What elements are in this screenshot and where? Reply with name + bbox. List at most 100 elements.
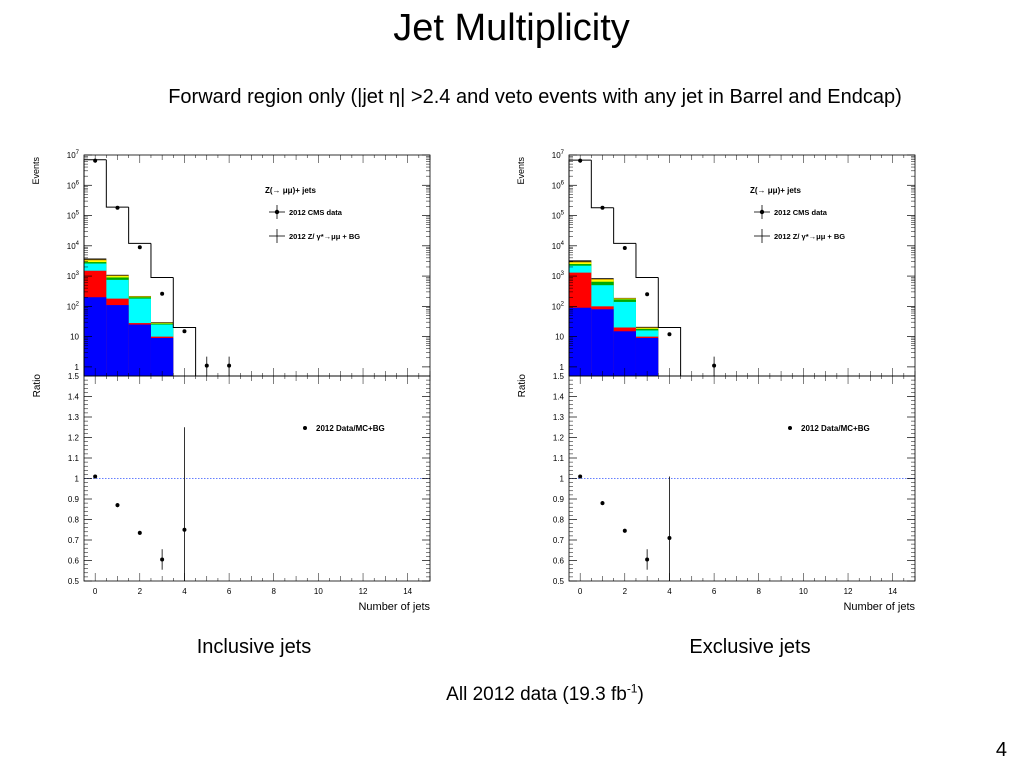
ratio-y-tick-label: 1.5: [68, 372, 80, 381]
data-point: [160, 291, 165, 296]
data-point: [667, 332, 672, 337]
y-axis-label-ratio: Ratio: [32, 374, 43, 398]
ratio-y-tick-label: 0.9: [553, 495, 565, 504]
legend-mc-label: 2012 Z/ γ*→μμ + BG: [289, 232, 360, 241]
ratio-y-tick-label: 0.5: [68, 577, 80, 586]
ratio-point: [645, 557, 650, 562]
ratio-y-tick-label: 1.1: [68, 454, 80, 463]
stack-bar: [569, 307, 592, 376]
y-tick-label: 103: [67, 271, 80, 281]
data-point: [204, 363, 209, 368]
legend-data-marker: [274, 209, 280, 215]
data-point: [622, 245, 627, 250]
x-tick-label: 2: [138, 587, 143, 596]
x-tick-label: 8: [272, 587, 277, 596]
x-tick-label: 6: [712, 587, 717, 596]
y-axis-label-events: Events: [31, 157, 41, 185]
stack-bar: [591, 309, 614, 376]
ratio-panel: 0.5 0.6 0.7 0.8 0.9 1 1.1 1.2 1.3 1.4 1.5 0 2 4 6 8 10 12…: [32, 372, 430, 613]
ratio-y-tick-label: 0.7: [553, 536, 565, 545]
x-tick-label: 8: [757, 587, 762, 596]
ratio-y-tick-label: 1.4: [68, 393, 80, 402]
x-tick-label: 14: [403, 587, 412, 596]
ratio-legend-label: 2012 Data/MC+BG: [316, 424, 385, 433]
ratio-y-tick-label: 1.1: [553, 454, 565, 463]
legend-title: Z(→ μμ)+ jets: [750, 186, 801, 195]
legend-data-label: 2012 CMS data: [774, 208, 828, 217]
ratio-point: [137, 530, 142, 535]
data-point: [600, 205, 605, 210]
data-point: [645, 292, 650, 297]
stack-bar: [613, 331, 636, 376]
ratio-y-tick-label: 0.9: [68, 495, 80, 504]
x-tick-label: 4: [182, 587, 187, 596]
x-tick-label: 0: [93, 587, 98, 596]
page-number: 4: [995, 739, 1007, 761]
ratio-y-tick-label: 1.5: [553, 372, 565, 381]
data-point: [115, 205, 120, 210]
x-tick-label: 10: [799, 587, 808, 596]
ratio-y-tick-label: 1.2: [553, 434, 565, 443]
ratio-legend-marker: [788, 426, 792, 430]
ratio-y-tick-label: 1.4: [553, 393, 565, 402]
ratio-point: [667, 535, 672, 540]
footer-close: ): [637, 684, 644, 705]
legend-mc-label: 2012 Z/ γ*→μμ + BG: [774, 232, 845, 241]
ratio-point: [115, 503, 120, 508]
caption-exclusive: Exclusive jets: [689, 636, 811, 658]
y-tick-label: 105: [67, 211, 80, 221]
footer-superscript: -1: [626, 681, 638, 696]
data-point: [182, 329, 187, 334]
ratio-y-tick-label: 1.3: [68, 413, 80, 422]
x-tick-label: 10: [314, 587, 323, 596]
ratio-point: [600, 501, 605, 506]
x-axis-label: Number of jets: [843, 601, 915, 613]
data-point: [712, 363, 717, 368]
ratio-point: [93, 474, 98, 479]
ratio-y-tick-label: 0.7: [68, 536, 80, 545]
y-axis-label-events: Events: [516, 157, 526, 185]
caption-inclusive: Inclusive jets: [196, 636, 312, 658]
footer-text: All 2012 data (19.3 fb: [446, 684, 627, 705]
ratio-y-tick-label: 1: [560, 475, 565, 484]
x-tick-label: 14: [888, 587, 897, 596]
ratio-point: [622, 528, 627, 533]
y-tick-label: 104: [67, 241, 80, 251]
x-tick-label: 0: [578, 587, 583, 596]
y-tick-label: 10: [70, 333, 79, 342]
top-panel: 1 10 102 103 104 105 106 107 Events Z(→ μμ)+ jets…: [31, 150, 431, 377]
stack-bar: [635, 338, 659, 376]
ratio-y-tick-label: 1: [75, 475, 80, 484]
stack-bar: [128, 324, 151, 376]
legend-title: Z(→ μμ)+ jets: [265, 186, 316, 195]
ratio-legend-label: 2012 Data/MC+BG: [801, 424, 870, 433]
x-tick-label: 12: [844, 587, 853, 596]
data-point: [137, 245, 142, 250]
y-tick-label: 1: [75, 363, 80, 372]
ratio-y-tick-label: 0.8: [68, 516, 80, 525]
ratio-y-tick-label: 1.2: [68, 434, 80, 443]
stack-bar: [150, 338, 174, 376]
footer-luminosity: All 2012 data (19.3 fb-1): [300, 681, 790, 709]
y-tick-label: 104: [552, 241, 565, 251]
x-tick-label: 12: [359, 587, 368, 596]
legend-data-label: 2012 CMS data: [289, 208, 343, 217]
x-tick-label: 4: [667, 587, 672, 596]
legend-data-marker: [759, 209, 765, 215]
ratio-y-tick-label: 1.3: [553, 413, 565, 422]
y-tick-label: 106: [552, 180, 565, 190]
x-tick-label: 6: [227, 587, 232, 596]
y-tick-label: 102: [67, 301, 80, 311]
ratio-panel: 0.5 0.6 0.7 0.8 0.9 1 1.1 1.2 1.3 1.4 1.5 0 2 4 6 8 10 12…: [517, 372, 915, 613]
slide-subtitle: Forward region only (|jet η| >2.4 and ve…: [168, 86, 902, 108]
stack-bar: [84, 297, 107, 376]
ratio-point: [182, 527, 187, 532]
ratio-point: [160, 557, 165, 562]
data-point: [227, 363, 232, 368]
ratio-point: [578, 474, 583, 479]
y-tick-label: 107: [67, 150, 80, 160]
y-tick-label: 102: [552, 301, 565, 311]
y-tick-label: 105: [552, 211, 565, 221]
